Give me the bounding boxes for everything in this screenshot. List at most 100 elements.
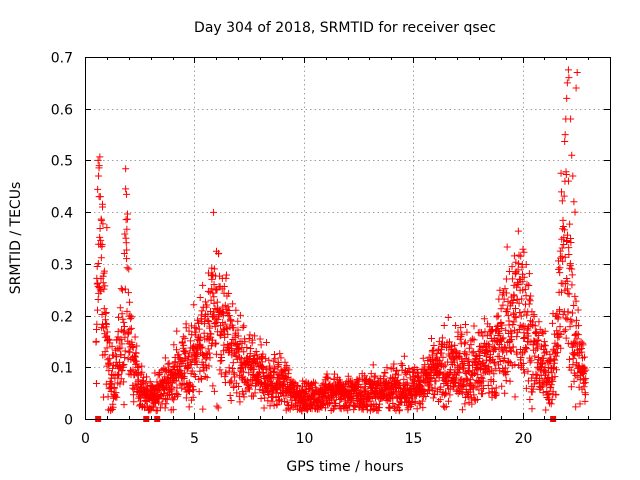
data-point [253, 351, 261, 359]
data-point-peak [564, 66, 572, 74]
data-point [234, 317, 242, 325]
tick-layer: 0 5 10 15 20 0 0.1 0.2 0.3 0.4 0.5 0.6 0.7 [51, 51, 610, 447]
data-point [240, 322, 248, 330]
data-point [220, 341, 228, 349]
data-point [522, 344, 530, 352]
data-point [92, 337, 100, 345]
data-point [332, 400, 340, 408]
data-point [499, 301, 507, 309]
data-point [556, 264, 564, 272]
data-point [505, 358, 513, 366]
data-point [299, 377, 307, 385]
data-point [575, 322, 583, 330]
data-point [480, 385, 488, 393]
data-point [129, 391, 137, 399]
data-point [494, 312, 502, 320]
data-point [531, 352, 539, 360]
data-point [554, 349, 562, 357]
data-point [517, 353, 525, 361]
data-point [213, 298, 221, 306]
data-point [450, 358, 458, 366]
data-point [568, 318, 576, 326]
data-point [503, 348, 511, 356]
data-point [568, 265, 576, 273]
data-point-peak [568, 151, 576, 159]
data-point [458, 330, 466, 338]
data-point [277, 354, 285, 362]
data-point [96, 233, 104, 241]
data-point [564, 231, 572, 239]
data-point [397, 360, 405, 368]
data-point [562, 314, 570, 322]
data-point [511, 393, 519, 401]
data-point [459, 389, 467, 397]
data-point [251, 389, 259, 397]
data-point [94, 295, 102, 303]
data-point [227, 397, 235, 405]
data-point [542, 406, 550, 414]
data-point [96, 224, 104, 232]
data-point [305, 385, 313, 393]
data-point [216, 331, 224, 339]
data-point [515, 260, 523, 268]
data-point [539, 389, 547, 397]
data-point [579, 341, 587, 349]
data-point [251, 332, 259, 340]
data-point-peak [120, 250, 128, 258]
data-point [496, 329, 504, 337]
data-point [480, 369, 488, 377]
data-point [517, 312, 525, 320]
data-point-peak [571, 208, 579, 216]
data-point [473, 396, 481, 404]
data-point [494, 361, 502, 369]
data-point [119, 315, 127, 323]
data-point [445, 397, 453, 405]
data-point [503, 368, 511, 376]
data-point [455, 369, 463, 377]
data-point [215, 250, 223, 258]
data-point [390, 360, 398, 368]
data-point [103, 320, 111, 328]
data-point [450, 382, 458, 390]
data-point [361, 372, 369, 380]
data-point [105, 367, 113, 375]
data-point [96, 153, 104, 161]
data-point [193, 361, 201, 369]
data-point [513, 296, 521, 304]
data-point [389, 393, 397, 401]
data-point [425, 382, 433, 390]
data-point [374, 407, 382, 415]
data-point [580, 383, 588, 391]
data-point [574, 331, 582, 339]
data-point [552, 390, 560, 398]
data-point [518, 323, 526, 331]
data-point [241, 338, 249, 346]
data-point [213, 402, 221, 410]
data-point [140, 373, 148, 381]
data-point [204, 345, 212, 353]
data-point [465, 367, 473, 375]
data-point [567, 383, 575, 391]
data-point [123, 307, 131, 315]
data-point [441, 403, 449, 411]
data-point [344, 406, 352, 414]
data-point [265, 356, 273, 364]
data-point [125, 329, 133, 337]
data-point [104, 335, 112, 343]
data-point [329, 405, 337, 413]
data-point [581, 391, 589, 399]
data-point [476, 352, 484, 360]
data-point [123, 210, 131, 218]
data-point [131, 333, 139, 341]
data-point [204, 317, 212, 325]
data-point [161, 354, 169, 362]
data-point [531, 322, 539, 330]
data-point [536, 378, 544, 386]
data-point [447, 368, 455, 376]
data-point [529, 385, 537, 393]
data-point [563, 238, 571, 246]
data-point [581, 353, 589, 361]
data-point [236, 353, 244, 361]
data-point [405, 364, 413, 372]
data-point [270, 351, 278, 359]
